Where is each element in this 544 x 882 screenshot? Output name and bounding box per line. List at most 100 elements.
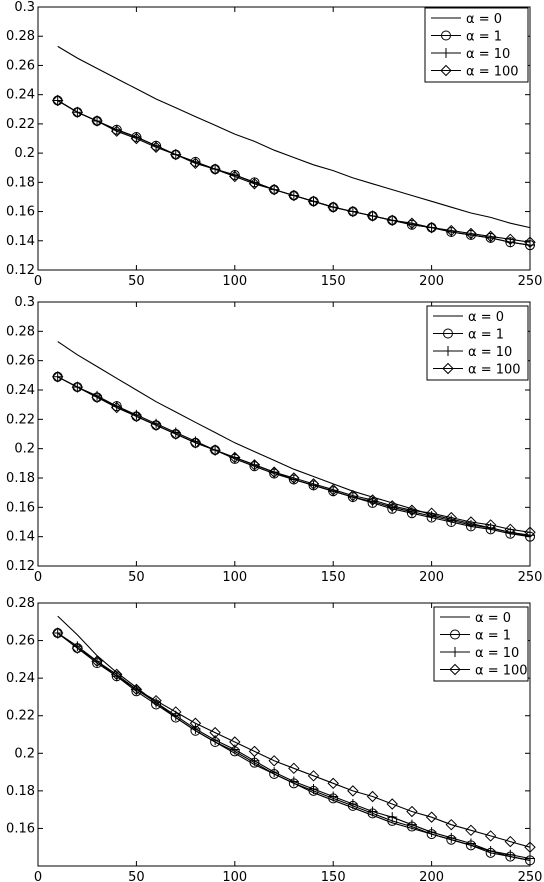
data-point [150, 141, 162, 153]
data-point [111, 125, 123, 137]
data-point [445, 511, 457, 524]
y-tick-label: 0.2 [14, 442, 35, 457]
x-tick-label: 200 [419, 570, 444, 585]
legend: α = 0 α = 1 α = 10 α = 100 [424, 7, 529, 83]
y-tick-label: 0.22 [6, 709, 35, 724]
series-line [57, 376, 531, 533]
data-point [484, 519, 497, 531]
data-point [130, 683, 143, 696]
series-line [57, 100, 531, 243]
data-point [248, 178, 261, 190]
data-point [52, 628, 63, 639]
legend-label: α = 10 [468, 345, 512, 360]
series-plus [52, 371, 535, 541]
series-circle [52, 95, 535, 251]
x-tick-label: 100 [222, 870, 247, 882]
data-point [111, 401, 123, 414]
data-point [425, 507, 438, 519]
data-point [189, 157, 202, 170]
data-point [327, 777, 339, 790]
data-point [524, 236, 536, 248]
data-point [485, 845, 496, 856]
data-point [229, 744, 240, 755]
y-tick-label: 0.28 [6, 324, 35, 339]
plot-area [37, 602, 531, 867]
data-point [484, 230, 497, 243]
data-point [91, 391, 103, 404]
data-point [484, 830, 497, 842]
data-point [189, 437, 202, 449]
chart-panel-1: 0 50 100 150 200 250 0.12 0.14 0.16 0.18 0.2 0.22 0.… [6, 0, 542, 289]
data-point [288, 189, 300, 202]
legend-marker [441, 48, 451, 58]
data-point [367, 806, 378, 817]
data-point [387, 812, 398, 823]
data-point [52, 371, 63, 382]
y-tick-label: 0.26 [6, 58, 35, 73]
data-point [307, 770, 320, 782]
data-point [347, 489, 359, 502]
data-point [51, 371, 64, 383]
data-point [210, 735, 221, 746]
y-tick-label: 0.26 [6, 354, 35, 369]
data-point [406, 819, 417, 830]
data-point [366, 210, 379, 222]
data-point [426, 827, 437, 838]
y-tick-label: 0.3 [14, 0, 35, 15]
data-point [386, 798, 398, 810]
data-point [170, 148, 182, 161]
legend-marker [450, 647, 460, 657]
x-tick-label: 0 [34, 870, 42, 882]
x-tick-label: 250 [518, 570, 543, 585]
data-point [71, 381, 84, 393]
series-line [57, 632, 531, 848]
legend-label: α = 1 [468, 328, 504, 343]
data-point [130, 410, 143, 423]
legend-label: α = 0 [468, 310, 504, 325]
series-circle [52, 371, 535, 542]
data-point [288, 472, 300, 484]
data-point [327, 201, 339, 213]
data-point [524, 526, 536, 538]
legend-marker [440, 64, 452, 77]
series-plus [52, 95, 535, 251]
data-point [308, 783, 319, 794]
plot-area [37, 301, 531, 567]
plot-area [37, 6, 531, 271]
y-tick-label: 0.3 [14, 295, 35, 310]
y-tick-label: 0.2 [14, 146, 35, 161]
x-tick-label: 0 [34, 570, 42, 585]
data-point [465, 227, 477, 240]
data-point [386, 214, 398, 227]
x-tick-label: 250 [518, 870, 543, 882]
data-point [170, 706, 182, 718]
data-point [268, 755, 280, 767]
legend-label: α = 10 [475, 646, 519, 661]
data-point [425, 221, 438, 234]
x-tick-label: 150 [321, 274, 346, 289]
data-point [229, 170, 241, 183]
y-tick-label: 0.16 [6, 205, 35, 220]
data-point [229, 451, 241, 464]
y-tick-label: 0.28 [6, 29, 35, 44]
data-point [406, 504, 418, 516]
y-tick-label: 0.14 [6, 530, 35, 545]
data-point [209, 444, 221, 456]
y-tick-label: 0.14 [6, 234, 35, 249]
data-point [288, 776, 299, 787]
data-point [446, 832, 457, 843]
legend-marker [441, 30, 451, 41]
data-point [170, 428, 182, 440]
legend-marker [442, 362, 454, 375]
data-point [328, 791, 339, 802]
data-point [150, 694, 162, 707]
data-point [268, 466, 280, 478]
data-point [525, 853, 535, 864]
data-point [366, 494, 379, 506]
series-line [57, 100, 531, 246]
data-point [445, 224, 457, 237]
data-point [209, 726, 221, 739]
y-tick-label: 0.16 [6, 821, 35, 836]
data-point [406, 805, 418, 818]
